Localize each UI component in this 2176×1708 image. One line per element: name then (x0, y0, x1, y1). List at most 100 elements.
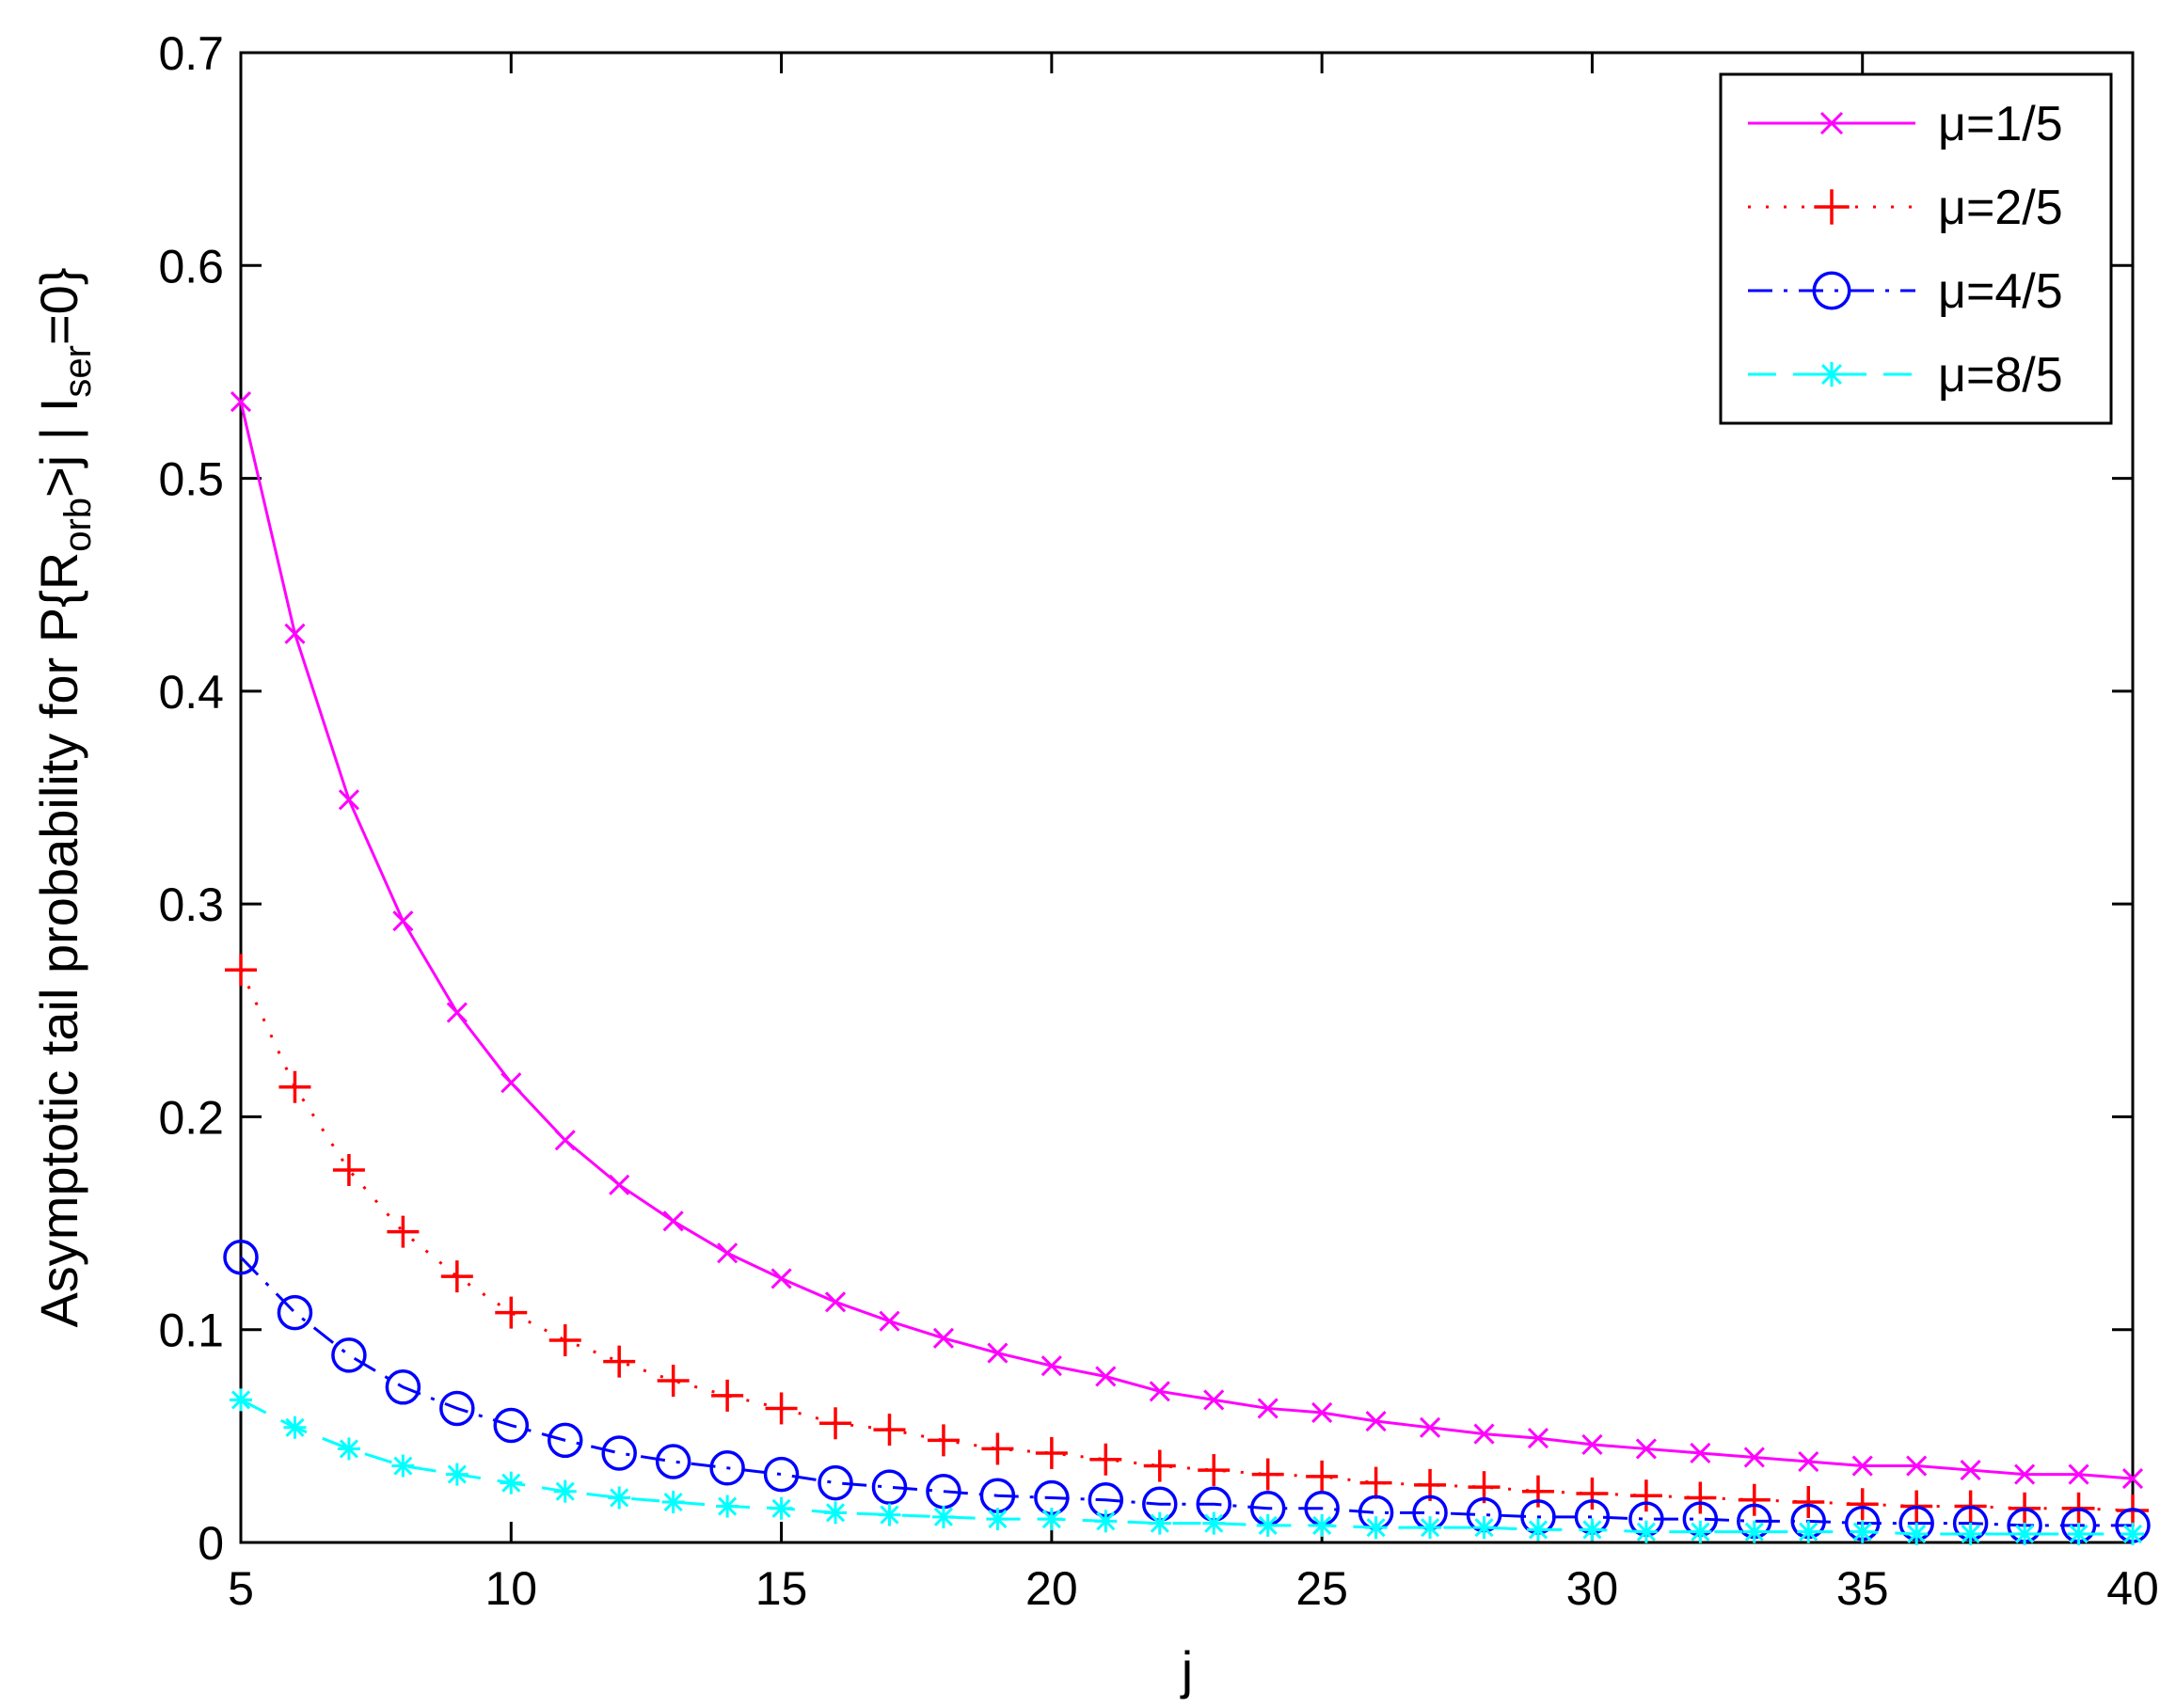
marker (493, 1407, 530, 1444)
marker (1690, 1442, 1711, 1464)
x-tick-label: 20 (1025, 1562, 1078, 1615)
data-point (500, 1471, 523, 1494)
marker (1691, 1522, 1710, 1542)
data-point (1310, 1513, 1334, 1537)
marker (609, 1174, 630, 1195)
data-point (1635, 1438, 1657, 1460)
marker (223, 1240, 259, 1275)
data-point (225, 954, 257, 987)
y-axis-label-sub1: orb (57, 498, 99, 552)
data-point (657, 1365, 690, 1398)
marker (663, 1492, 683, 1512)
data-point (445, 1463, 469, 1486)
data-point (662, 1210, 684, 1232)
data-point (1634, 1520, 1658, 1543)
data-point (601, 1435, 637, 1471)
data-point (1040, 1508, 1063, 1531)
marker (1527, 1428, 1549, 1449)
marker (2014, 1463, 2036, 1485)
marker (1851, 1455, 1873, 1477)
data-point (1198, 1454, 1231, 1487)
data-point (284, 623, 306, 644)
marker (1365, 1410, 1387, 1432)
marker (2068, 1463, 2089, 1485)
marker (818, 1464, 853, 1501)
marker (230, 391, 252, 413)
marker (1799, 1522, 1819, 1542)
y-axis-label: Asymptotic tail probability for P{Rorb>j… (29, 267, 99, 1327)
series-line (239, 1256, 2133, 1527)
data-point (2014, 1463, 2036, 1485)
data-point (1419, 1516, 1442, 1540)
data-point (1905, 1522, 1929, 1545)
marker (446, 1002, 468, 1023)
legend-label: μ=8/5 (1938, 348, 2063, 403)
series-2 (225, 954, 2149, 1527)
data-point (1580, 1518, 1604, 1542)
data-point (223, 1240, 259, 1275)
marker (1040, 1355, 1062, 1377)
data-point (1684, 1481, 1717, 1514)
data-point (1959, 1522, 1982, 1545)
marker (1258, 1515, 1278, 1535)
marker (1636, 1522, 1656, 1542)
data-point (609, 1174, 630, 1195)
marker (2015, 1524, 2035, 1544)
data-point (661, 1491, 685, 1514)
data-point (1094, 1510, 1118, 1533)
y-axis-label-main: Asymptotic tail probability for P{R (29, 552, 88, 1328)
marker (392, 910, 414, 932)
data-point (1581, 1433, 1603, 1455)
marker (601, 1435, 637, 1471)
data-point (824, 1501, 848, 1525)
marker (880, 1505, 899, 1525)
data-point (277, 1294, 313, 1331)
data-point (446, 1002, 468, 1023)
y-tick-label: 0 (198, 1517, 224, 1570)
data-point (879, 1310, 900, 1332)
legend-item-3: μ=4/5 (1748, 264, 2063, 319)
data-point (2121, 1522, 2144, 1545)
marker (447, 1464, 467, 1484)
data-point (1089, 1443, 1122, 1476)
legend-item-4: μ=8/5 (1748, 348, 2063, 403)
data-point (1851, 1455, 1873, 1477)
data-point (385, 1369, 421, 1405)
x-tick-label: 5 (228, 1562, 254, 1615)
marker (385, 1369, 421, 1405)
marker (988, 1510, 1008, 1529)
marker (771, 1498, 791, 1518)
marker (1149, 1381, 1170, 1402)
marker (1528, 1520, 1549, 1540)
marker (770, 1268, 792, 1289)
data-point (1256, 1513, 1279, 1537)
data-point (1203, 1389, 1225, 1411)
marker (2069, 1524, 2089, 1544)
marker (1096, 1511, 1116, 1531)
data-point (500, 1072, 522, 1094)
data-point (1792, 1486, 1825, 1519)
legend-marker (1819, 111, 1844, 135)
marker (1906, 1455, 1928, 1477)
legend-label: μ=1/5 (1938, 97, 2063, 151)
y-tick-label: 0.1 (158, 1305, 224, 1357)
data-point (553, 1479, 577, 1503)
data-point (931, 1505, 955, 1528)
marker (1474, 1518, 1494, 1538)
marker (879, 1310, 900, 1332)
marker (230, 1390, 251, 1410)
marker (709, 1450, 745, 1486)
x-tick-label: 40 (2106, 1562, 2159, 1615)
marker (501, 1473, 521, 1493)
data-point (765, 1392, 798, 1425)
series-layer (223, 391, 2151, 1545)
axis-ticks: 5 10 15 20 25 30 35 40 0 0.1 0.2 0.3 0.4 0.5 0.6 0.7 (158, 27, 2158, 1615)
marker (1635, 1438, 1657, 1460)
marker (1095, 1366, 1117, 1387)
marker (933, 1507, 954, 1526)
data-point (2068, 1463, 2089, 1485)
marker (932, 1327, 955, 1349)
y-tick-label: 0.6 (158, 240, 224, 293)
marker (277, 1294, 313, 1331)
marker (763, 1456, 800, 1493)
